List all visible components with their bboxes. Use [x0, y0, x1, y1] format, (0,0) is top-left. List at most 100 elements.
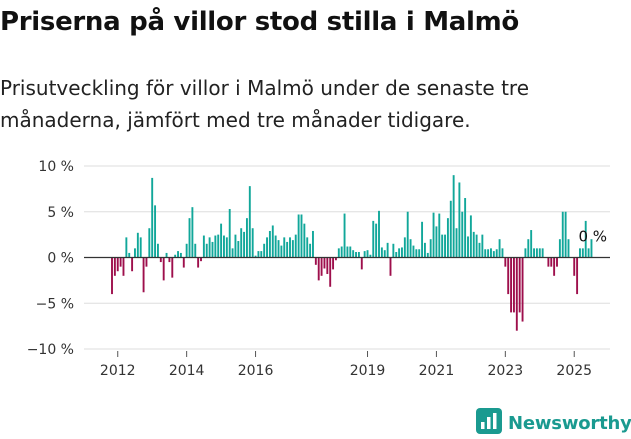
bar [547, 257, 550, 267]
bar [200, 257, 202, 262]
bar [283, 237, 286, 258]
bar [392, 243, 395, 258]
bar [205, 243, 208, 258]
bar [119, 257, 122, 267]
bar [329, 257, 332, 287]
bars [111, 175, 593, 331]
bar [444, 234, 446, 258]
bar [317, 257, 320, 281]
bar [556, 257, 558, 267]
bar [268, 230, 271, 258]
bar [263, 243, 266, 258]
bar [340, 246, 343, 258]
newsworthy-logo: Newsworthy [476, 408, 631, 437]
bar [383, 250, 386, 258]
bar [303, 223, 306, 258]
bar [435, 226, 438, 258]
gridlines [84, 165, 610, 350]
bar [271, 225, 274, 258]
bar [398, 248, 401, 258]
bar [423, 242, 426, 258]
bar [320, 257, 323, 276]
bar [558, 239, 561, 258]
chart-subtitle: Prisutveckling för villor i Malmö under … [0, 76, 530, 132]
bar [386, 242, 389, 258]
bar [541, 248, 544, 258]
bar [191, 207, 194, 258]
bar [512, 257, 515, 313]
bar [332, 257, 335, 270]
bar [561, 211, 564, 258]
bar [403, 237, 406, 258]
bar [297, 214, 300, 258]
bar [346, 246, 349, 258]
y-tick-label: 0 % [47, 251, 74, 267]
bar [355, 252, 357, 258]
bar [458, 182, 461, 258]
bar [590, 239, 593, 258]
bar [421, 221, 424, 258]
bar [527, 239, 530, 258]
bar [134, 248, 136, 258]
bar [581, 248, 584, 258]
bar [579, 248, 581, 258]
bar [128, 252, 131, 258]
bar [372, 220, 375, 258]
bar [266, 237, 268, 258]
bar [148, 228, 151, 258]
bar [162, 257, 165, 281]
bar [426, 252, 429, 258]
bar [412, 245, 415, 258]
bar [314, 257, 317, 265]
bar [395, 252, 398, 258]
bar [504, 257, 507, 267]
bar [449, 200, 452, 258]
bar [378, 210, 380, 258]
bar [343, 213, 346, 258]
bar [211, 241, 214, 258]
bar [584, 220, 587, 258]
bar [154, 205, 157, 258]
bar [237, 241, 240, 258]
y-tick-label: 5 % [47, 205, 74, 221]
x-tick-label: 2021 [419, 363, 455, 379]
bar [185, 243, 188, 258]
x-tick-label: 2014 [169, 363, 205, 379]
bar [243, 231, 246, 258]
bar [309, 243, 312, 258]
bar [234, 234, 237, 258]
bar [312, 230, 314, 258]
bar [533, 248, 535, 258]
bar [122, 257, 125, 276]
bar [380, 247, 383, 258]
bar [418, 249, 421, 258]
bar [294, 234, 297, 258]
bar [573, 257, 576, 276]
bar [535, 248, 538, 258]
bar [510, 257, 513, 313]
y-tick-label: 10 % [38, 159, 74, 175]
bar [245, 218, 248, 258]
bar [217, 234, 220, 258]
bar [156, 243, 159, 258]
bar [441, 234, 444, 258]
x-tick-label: 2016 [238, 363, 274, 379]
bar [521, 257, 524, 322]
bar [567, 239, 570, 258]
bar [274, 235, 277, 258]
bar [475, 234, 478, 258]
bar [415, 249, 418, 258]
bar [492, 251, 495, 258]
x-tick-label: 2023 [488, 363, 524, 379]
brand-name: Newsworthy [508, 412, 631, 434]
bar [490, 248, 492, 258]
bar [257, 251, 260, 258]
bar [300, 214, 303, 258]
bar [286, 241, 289, 258]
bar [197, 257, 200, 268]
bar [564, 211, 567, 258]
bar [131, 257, 134, 272]
bar [495, 249, 498, 258]
bar [159, 257, 162, 263]
